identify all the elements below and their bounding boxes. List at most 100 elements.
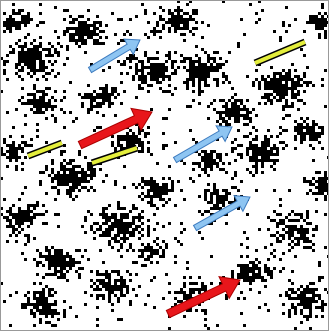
speckle xyxy=(153,180,156,183)
speckle xyxy=(39,60,42,63)
speckle xyxy=(258,261,261,264)
speckle xyxy=(66,177,69,180)
speckle xyxy=(96,111,99,114)
speckle xyxy=(27,72,30,75)
speckle xyxy=(33,60,36,63)
speckle xyxy=(114,240,117,243)
speckle xyxy=(45,315,48,318)
speckle xyxy=(33,69,36,72)
speckle xyxy=(192,81,195,84)
speckle xyxy=(138,219,141,222)
speckle xyxy=(141,75,144,78)
speckle xyxy=(141,78,144,81)
speckle xyxy=(129,141,132,144)
speckle xyxy=(57,252,60,255)
speckle xyxy=(72,39,75,42)
speckle xyxy=(48,291,51,294)
speckle xyxy=(90,165,93,168)
speckle xyxy=(60,153,63,156)
speckle xyxy=(39,105,42,108)
speckle xyxy=(78,93,81,96)
speckle xyxy=(243,135,246,138)
speckle xyxy=(27,18,30,21)
speckle xyxy=(213,207,216,210)
speckle xyxy=(162,297,165,300)
speckle xyxy=(120,237,123,240)
speckle xyxy=(270,87,273,90)
speckle xyxy=(153,27,156,30)
speckle xyxy=(114,285,117,288)
speckle xyxy=(150,84,153,87)
speckle xyxy=(96,42,99,45)
speckle xyxy=(306,132,309,135)
speckle xyxy=(219,153,222,156)
speckle xyxy=(195,45,198,48)
speckle xyxy=(51,63,54,66)
speckle xyxy=(150,63,153,66)
speckle xyxy=(246,99,249,102)
speckle xyxy=(180,243,183,246)
speckle xyxy=(120,81,123,84)
speckle xyxy=(297,99,300,102)
speckle xyxy=(264,159,267,162)
speckle xyxy=(315,180,318,183)
speckle xyxy=(237,264,240,267)
speckle xyxy=(264,285,267,288)
speckle xyxy=(279,96,282,99)
speckle xyxy=(297,81,300,84)
speckle xyxy=(288,213,291,216)
speckle xyxy=(246,108,249,111)
speckle xyxy=(267,258,270,261)
speckle xyxy=(3,60,6,63)
speckle xyxy=(27,204,30,207)
speckle xyxy=(21,66,24,69)
speckle xyxy=(132,288,135,291)
speckle xyxy=(126,249,129,252)
speckle xyxy=(222,72,225,75)
speckle xyxy=(273,153,276,156)
speckle xyxy=(156,249,159,252)
speckle xyxy=(162,27,165,30)
speckle xyxy=(201,90,204,93)
speckle xyxy=(306,123,309,126)
speckle xyxy=(108,294,111,297)
speckle xyxy=(210,63,213,66)
speckle xyxy=(255,162,258,165)
speckle xyxy=(222,162,225,165)
speckle xyxy=(114,288,117,291)
speckle xyxy=(285,144,288,147)
speckle xyxy=(90,99,93,102)
speckle xyxy=(252,174,255,177)
speckle xyxy=(288,294,291,297)
speckle xyxy=(90,213,93,216)
speckle xyxy=(231,87,234,90)
speckle xyxy=(21,162,24,165)
speckle xyxy=(249,117,252,120)
speckle xyxy=(189,78,192,81)
speckle xyxy=(135,66,138,69)
speckle xyxy=(39,252,42,255)
speckle xyxy=(159,69,162,72)
speckle xyxy=(63,177,66,180)
speckle xyxy=(300,123,303,126)
speckle xyxy=(36,261,39,264)
speckle xyxy=(222,120,225,123)
speckle xyxy=(183,198,186,201)
speckle xyxy=(27,303,30,306)
speckle xyxy=(126,144,129,147)
speckle xyxy=(291,306,294,309)
speckle xyxy=(81,186,84,189)
speckle xyxy=(24,60,27,63)
speckle xyxy=(321,6,324,9)
speckle xyxy=(276,87,279,90)
speckle xyxy=(306,246,309,249)
speckle xyxy=(177,21,180,24)
speckle xyxy=(303,30,306,33)
speckle xyxy=(36,306,39,309)
speckle xyxy=(192,99,195,102)
speckle xyxy=(111,87,114,90)
speckle xyxy=(303,180,306,183)
speckle xyxy=(45,72,48,75)
speckle xyxy=(207,153,210,156)
speckle xyxy=(288,78,291,81)
